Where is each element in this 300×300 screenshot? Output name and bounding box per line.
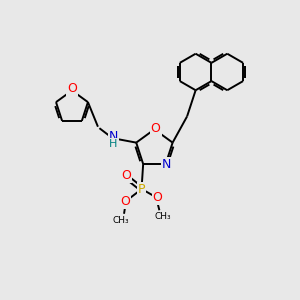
Text: O: O: [153, 191, 163, 204]
Text: N: N: [162, 158, 172, 170]
Text: P: P: [138, 182, 146, 196]
Text: N: N: [109, 130, 118, 143]
Text: O: O: [121, 169, 131, 182]
Text: CH₃: CH₃: [154, 212, 171, 221]
Text: O: O: [121, 195, 130, 208]
Text: H: H: [110, 139, 118, 149]
Text: O: O: [67, 82, 77, 95]
Text: O: O: [151, 122, 160, 135]
Text: CH₃: CH₃: [112, 216, 129, 225]
